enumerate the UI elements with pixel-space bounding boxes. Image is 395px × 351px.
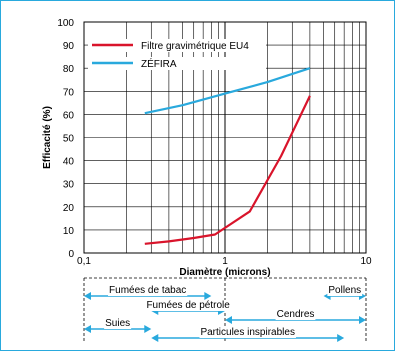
x-tick-label: 0,1: [77, 256, 91, 267]
x-axis-title: Diamètre (microns): [179, 267, 270, 278]
range-arrow-left-3: [225, 316, 232, 324]
legend-label-1: ZÉFIRA: [141, 57, 177, 70]
chart-legend: Filtre gravimétrique EU4 ZÉFIRA: [88, 39, 266, 70]
range-arrow-right-0: [204, 292, 212, 300]
y-tick-label: 100: [57, 18, 74, 29]
y-tick-label: 0: [68, 249, 74, 260]
y-tick-label: 30: [63, 180, 75, 191]
range-label-5: Particules inspirables: [200, 327, 295, 338]
range-label-3: Cendres: [277, 309, 315, 320]
particle-ranges: Fumées de tabac Pollens Fumées de pétrole C…: [83, 277, 367, 342]
range-label-0: Fumées de tabac: [109, 285, 186, 296]
range-arrow-right-5: [337, 334, 345, 342]
series-line-0: [144, 95, 311, 245]
series-line-1: [144, 67, 311, 115]
range-label-4: Suies: [105, 318, 130, 329]
range-label-bg: [145, 300, 232, 311]
y-tick-label: 40: [63, 157, 75, 168]
y-tick-label: 20: [63, 203, 75, 214]
x-tick-label: 1: [222, 256, 228, 267]
range-label-bg: [327, 285, 363, 296]
legend-bg: [88, 39, 266, 52]
x-tick-label: 10: [360, 256, 372, 267]
y-tick-label: 90: [63, 41, 75, 52]
y-tick-label: 70: [63, 87, 75, 98]
y-tick-label: 50: [63, 134, 75, 145]
range-arrow-left-4: [84, 325, 91, 333]
range-label-2: Fumées de pétrole: [146, 300, 230, 311]
chart-series: [144, 67, 311, 245]
range-label-bg: [104, 318, 132, 329]
y-axis-title: Efficacité (%): [42, 106, 53, 169]
chart-axes: 0 10 20 30 40 50 60 70 80 90 100 0,1 1 10 Diamètre (mi…: [42, 18, 372, 278]
range-label-bg: [199, 327, 296, 338]
range-label-bg: [108, 285, 188, 296]
y-tick-label: 80: [63, 64, 75, 75]
range-arrow-right-4: [144, 325, 152, 333]
range-label-bg: [275, 309, 316, 320]
range-arrow-left-0: [84, 292, 91, 300]
chart-grid: [83, 21, 367, 254]
y-tick-label: 10: [63, 226, 75, 237]
y-tick-label: 60: [63, 110, 75, 121]
range-label-1: Pollens: [328, 285, 361, 296]
legend-bg: [88, 57, 266, 70]
legend-label-0: Filtre gravimétrique EU4: [141, 41, 249, 52]
range-arrow-right-3: [359, 316, 366, 324]
range-arrow-left-5: [151, 334, 159, 342]
